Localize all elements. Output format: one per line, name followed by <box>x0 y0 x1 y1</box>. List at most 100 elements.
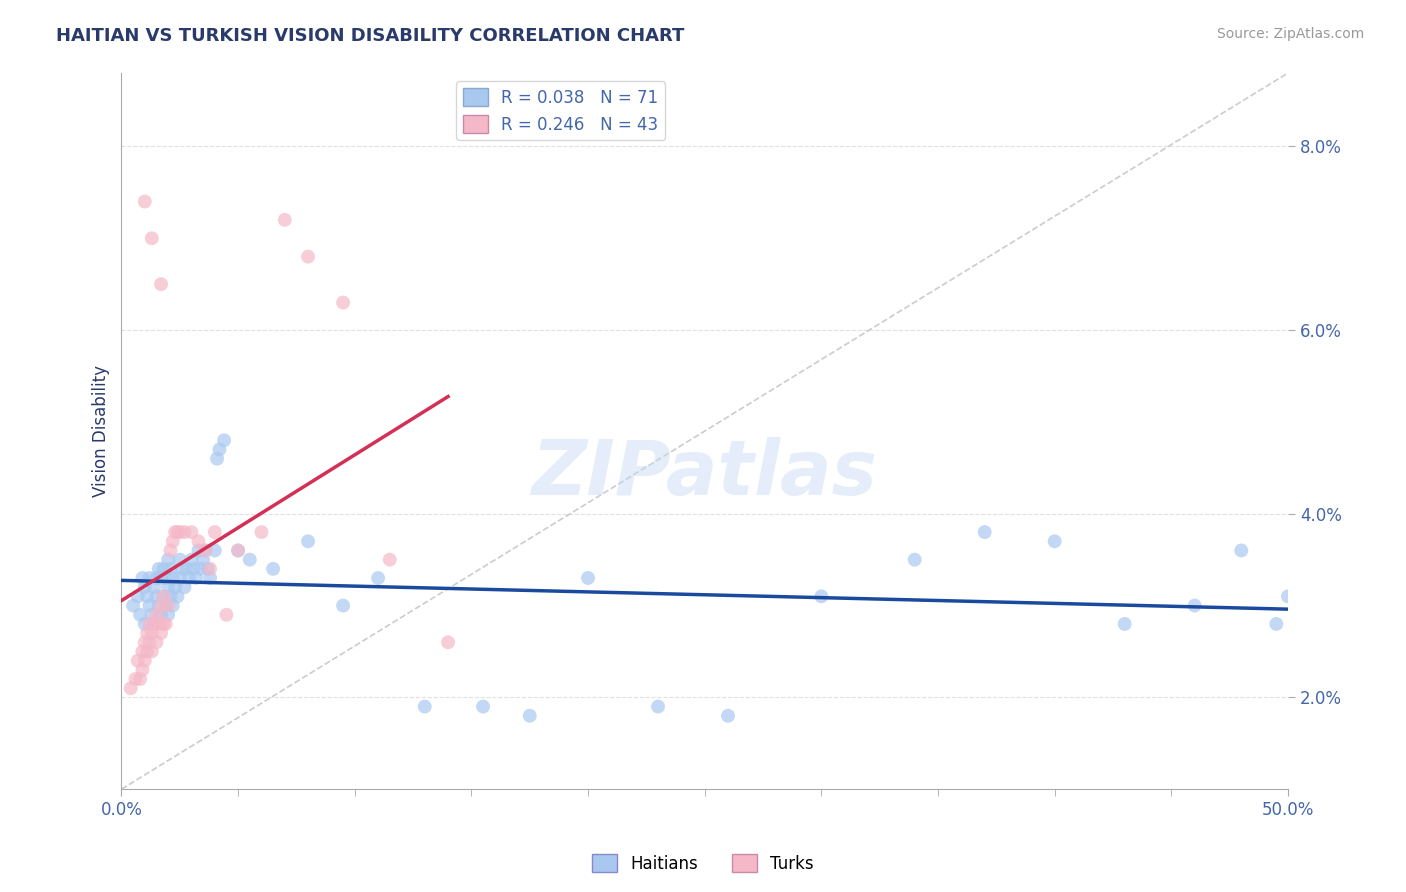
Point <box>136 626 159 640</box>
Point <box>810 590 832 604</box>
Point <box>1265 616 1288 631</box>
Point <box>239 552 262 566</box>
Point <box>367 571 389 585</box>
Point <box>138 635 160 649</box>
Point <box>141 644 163 658</box>
Point <box>191 552 214 566</box>
Point <box>226 543 249 558</box>
Point <box>1043 534 1066 549</box>
Point <box>262 562 284 576</box>
Point <box>150 599 173 613</box>
Point <box>138 616 160 631</box>
Point <box>197 562 219 576</box>
Point <box>413 699 436 714</box>
Point <box>141 231 163 245</box>
Point <box>162 571 184 585</box>
Point <box>157 607 180 622</box>
Point <box>717 708 740 723</box>
Point <box>183 562 205 576</box>
Point <box>145 607 167 622</box>
Point <box>148 562 170 576</box>
Point <box>152 590 174 604</box>
Point <box>297 250 319 264</box>
Point <box>187 534 209 549</box>
Point <box>124 672 146 686</box>
Point <box>472 699 495 714</box>
Point <box>141 626 163 640</box>
Point <box>138 599 160 613</box>
Point <box>647 699 669 714</box>
Point <box>145 571 167 585</box>
Point <box>150 277 173 292</box>
Point <box>148 616 170 631</box>
Point <box>180 552 202 566</box>
Point <box>184 571 207 585</box>
Point <box>176 562 198 576</box>
Point <box>143 580 166 594</box>
Point <box>155 616 177 631</box>
Point <box>208 442 231 457</box>
Point <box>904 552 927 566</box>
Point <box>194 543 217 558</box>
Point <box>169 571 191 585</box>
Y-axis label: Vision Disability: Vision Disability <box>93 365 110 497</box>
Point <box>198 571 221 585</box>
Legend: Haitians, Turks: Haitians, Turks <box>586 847 820 880</box>
Point <box>1184 599 1206 613</box>
Point <box>159 562 181 576</box>
Legend: R = 0.038   N = 71, R = 0.246   N = 43: R = 0.038 N = 71, R = 0.246 N = 43 <box>457 81 665 140</box>
Point <box>148 599 170 613</box>
Point <box>136 644 159 658</box>
Point <box>155 599 177 613</box>
Point <box>165 580 187 594</box>
Point <box>136 590 159 604</box>
Point <box>141 607 163 622</box>
Point <box>134 194 156 209</box>
Point <box>120 681 142 696</box>
Point <box>198 562 221 576</box>
Point <box>152 562 174 576</box>
Text: HAITIAN VS TURKISH VISION DISABILITY CORRELATION CHART: HAITIAN VS TURKISH VISION DISABILITY COR… <box>56 27 685 45</box>
Point <box>166 525 188 540</box>
Point <box>180 525 202 540</box>
Point <box>129 672 152 686</box>
Point <box>127 590 149 604</box>
Point <box>157 599 180 613</box>
Point <box>152 616 174 631</box>
Point <box>378 552 401 566</box>
Point <box>274 213 297 227</box>
Point <box>134 580 156 594</box>
Point <box>157 580 180 594</box>
Point <box>226 543 249 558</box>
Point <box>205 451 228 466</box>
Point <box>131 663 153 677</box>
Point <box>150 571 173 585</box>
Point <box>134 616 156 631</box>
Point <box>332 295 354 310</box>
Text: ZIPatlas: ZIPatlas <box>531 437 877 511</box>
Point <box>127 654 149 668</box>
Point <box>157 552 180 566</box>
Point <box>332 599 354 613</box>
Point <box>166 590 188 604</box>
Point <box>134 654 156 668</box>
Point <box>155 571 177 585</box>
Point <box>165 525 187 540</box>
Point <box>973 525 995 540</box>
Point <box>172 562 194 576</box>
Point <box>134 635 156 649</box>
Point <box>1230 543 1253 558</box>
Point <box>187 543 209 558</box>
Point <box>250 525 273 540</box>
Point <box>177 571 200 585</box>
Point <box>212 434 235 448</box>
Point <box>150 607 173 622</box>
Point <box>1114 616 1136 631</box>
Point <box>131 644 153 658</box>
Text: Source: ZipAtlas.com: Source: ZipAtlas.com <box>1216 27 1364 41</box>
Point <box>173 525 195 540</box>
Point <box>143 616 166 631</box>
Point <box>297 534 319 549</box>
Point <box>129 607 152 622</box>
Point <box>145 590 167 604</box>
